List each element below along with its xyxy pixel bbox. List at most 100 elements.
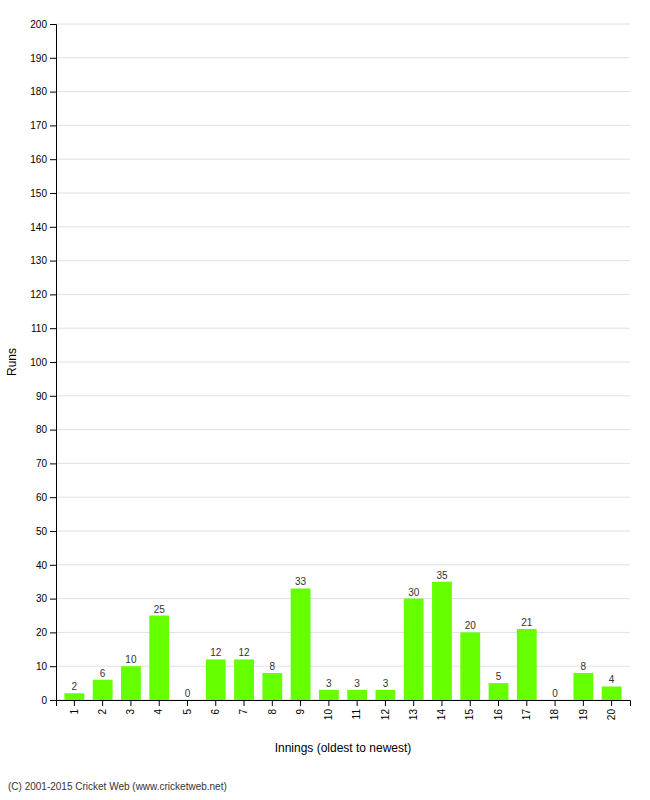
tick: 50	[36, 526, 56, 537]
tick: 3	[125, 700, 136, 715]
tick-label: 140	[30, 222, 47, 233]
tick-mark	[102, 700, 103, 706]
bar	[262, 673, 282, 700]
tick-label: 8	[267, 709, 278, 715]
grid-line	[56, 666, 630, 667]
bar	[319, 690, 339, 700]
bar	[234, 659, 254, 700]
tick-label: 70	[36, 458, 48, 469]
tick-mark	[215, 700, 216, 706]
tick-mark	[50, 227, 56, 228]
tick: 110	[31, 323, 56, 334]
tick: 16	[493, 700, 504, 720]
tick: 13	[408, 700, 419, 720]
tick: 130	[30, 255, 56, 266]
tick: 2	[97, 700, 108, 715]
tick: 30	[36, 593, 56, 604]
tick: 9	[295, 700, 306, 715]
data-label: 20	[465, 620, 477, 631]
tick: 7	[238, 700, 249, 715]
tick-label: 150	[30, 188, 47, 199]
tick: 180	[30, 86, 56, 97]
grid-line	[56, 564, 630, 565]
bar	[432, 582, 452, 700]
tick-mark	[50, 700, 56, 701]
tick: 200	[30, 19, 56, 30]
tick-label: 170	[30, 120, 47, 131]
tick-mark	[50, 666, 56, 667]
tick-mark	[470, 700, 471, 706]
grid-line	[56, 598, 630, 599]
tick: 11	[351, 700, 362, 719]
tick-label: 20	[36, 627, 48, 638]
bar	[517, 629, 537, 700]
tick: 150	[30, 188, 56, 199]
tick: 19	[578, 700, 589, 720]
tick-mark	[50, 362, 56, 363]
grid-line	[56, 362, 630, 363]
tick-label: 4	[153, 709, 164, 715]
grid-line	[56, 226, 630, 227]
tick: 15	[464, 700, 475, 720]
data-label: 3	[354, 678, 360, 689]
tick-mark	[526, 700, 527, 706]
tick-label: 130	[30, 255, 47, 266]
tick-label: 13	[408, 709, 419, 721]
tick-mark	[50, 92, 56, 93]
x-axis-title: Innings (oldest to newest)	[275, 741, 412, 755]
grid-line	[56, 24, 630, 25]
tick: 0	[41, 695, 56, 706]
tick-mark	[555, 700, 556, 706]
tick: 17	[521, 700, 532, 720]
footer: (C) 2001-2015 Cricket Web (www.cricketwe…	[8, 781, 227, 792]
tick-label: 1	[69, 709, 80, 715]
tick: 40	[36, 560, 56, 571]
tick-mark	[159, 700, 160, 706]
tick-mark	[50, 159, 56, 160]
grid-line	[56, 294, 630, 295]
tick: 140	[30, 222, 56, 233]
data-label: 2	[72, 681, 78, 692]
tick-label: 190	[30, 53, 47, 64]
grid-line	[56, 632, 630, 633]
tick-label: 7	[238, 709, 249, 715]
y-axis-title: Runs	[5, 348, 19, 376]
grid-line	[56, 159, 630, 160]
tick-mark	[328, 700, 329, 706]
y-axis: 0102030405060708090100110120130140150160…	[30, 19, 56, 706]
tick-mark	[187, 700, 188, 706]
tick: 6	[210, 700, 221, 715]
bar	[460, 632, 480, 700]
data-labels: 26102501212833333303520521084	[72, 570, 615, 699]
tick-mark	[50, 497, 56, 498]
tick: 12	[380, 700, 391, 720]
tick-label: 17	[521, 709, 532, 721]
tick: 10	[323, 700, 334, 720]
tick-label: 110	[31, 323, 47, 334]
tick-mark	[74, 700, 75, 706]
tick: 170	[30, 120, 56, 131]
tick-label: 16	[493, 709, 504, 721]
tick-label: 40	[36, 560, 48, 571]
grid-line	[56, 395, 630, 396]
tick-mark	[272, 700, 273, 706]
chart: 2610250121283333330352052108412345678910…	[0, 0, 650, 800]
tick-mark	[50, 565, 56, 566]
tick: 120	[30, 289, 56, 300]
tick: 80	[36, 424, 56, 435]
tick: 1	[69, 700, 80, 715]
tick: 90	[36, 391, 56, 402]
tick-mark	[50, 396, 56, 397]
data-label: 30	[408, 587, 420, 598]
data-label: 25	[154, 604, 166, 615]
tick-label: 10	[36, 661, 48, 672]
tick-mark	[50, 328, 56, 329]
grid-line	[56, 531, 630, 532]
x-axis: 1234567891011121314151617181920	[57, 700, 631, 720]
tick-label: 19	[578, 709, 589, 721]
data-label: 3	[383, 678, 389, 689]
tick-mark	[50, 430, 56, 431]
bar	[489, 683, 509, 700]
axis-line	[57, 701, 631, 707]
tick-mark	[50, 463, 56, 464]
